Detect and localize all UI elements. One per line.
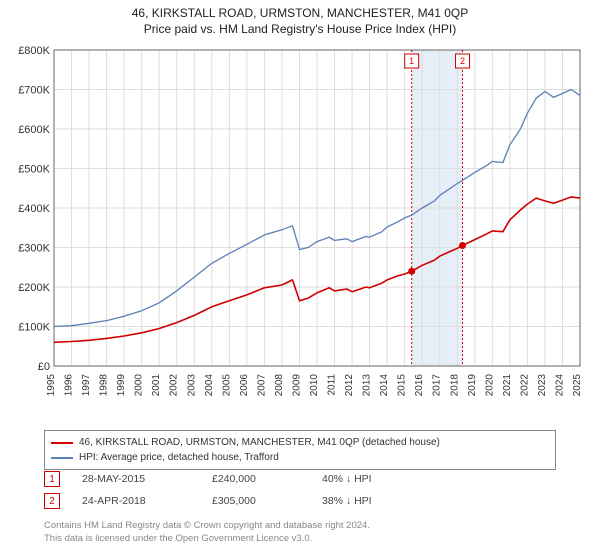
svg-text:2010: 2010 <box>309 374 320 397</box>
svg-text:2007: 2007 <box>256 374 267 397</box>
marker-row-2: 2 24-APR-2018 £305,000 38% ↓ HPI <box>44 490 556 512</box>
legend-label-price: 46, KIRKSTALL ROAD, URMSTON, MANCHESTER,… <box>79 435 440 450</box>
marker-date-2: 24-APR-2018 <box>82 495 192 507</box>
svg-text:1998: 1998 <box>99 374 110 397</box>
svg-text:£0: £0 <box>38 361 50 373</box>
svg-text:2017: 2017 <box>432 374 443 397</box>
title-subtitle: Price paid vs. HM Land Registry's House … <box>0 22 600 36</box>
svg-text:£600K: £600K <box>18 124 50 136</box>
svg-text:1995: 1995 <box>46 374 57 397</box>
marker-box-2: 2 <box>44 493 62 509</box>
legend-row-price: 46, KIRKSTALL ROAD, URMSTON, MANCHESTER,… <box>51 435 549 450</box>
svg-text:1996: 1996 <box>64 374 75 397</box>
marker-row-1: 1 28-MAY-2015 £240,000 40% ↓ HPI <box>44 468 556 490</box>
legend-row-hpi: HPI: Average price, detached house, Traf… <box>51 450 549 465</box>
svg-text:2023: 2023 <box>537 374 548 397</box>
marker-delta-2: 38% ↓ HPI <box>322 495 422 507</box>
svg-text:2015: 2015 <box>397 374 408 397</box>
svg-text:2006: 2006 <box>239 374 250 397</box>
svg-text:1999: 1999 <box>116 374 127 397</box>
footer: Contains HM Land Registry data © Crown c… <box>44 520 556 546</box>
svg-text:2005: 2005 <box>221 374 232 397</box>
svg-text:2018: 2018 <box>449 374 460 397</box>
svg-text:£500K: £500K <box>18 164 50 176</box>
svg-text:2000: 2000 <box>134 374 145 397</box>
title-area: 46, KIRKSTALL ROAD, URMSTON, MANCHESTER,… <box>0 0 600 36</box>
marker-price-2: £305,000 <box>212 495 302 507</box>
svg-text:1: 1 <box>409 56 414 66</box>
svg-text:2002: 2002 <box>169 374 180 397</box>
svg-text:2020: 2020 <box>484 374 495 397</box>
svg-text:2022: 2022 <box>519 374 530 397</box>
svg-text:2021: 2021 <box>502 374 513 397</box>
marker-num-2: 2 <box>49 496 55 507</box>
chart-area: £0 £100K £200K £300K £400K £500K £600K £700K £80… <box>10 44 590 424</box>
svg-text:£200K: £200K <box>18 282 50 294</box>
svg-text:2001: 2001 <box>151 374 162 397</box>
title-address: 46, KIRKSTALL ROAD, URMSTON, MANCHESTER,… <box>0 6 600 20</box>
svg-text:£700K: £700K <box>18 85 50 97</box>
svg-text:2019: 2019 <box>467 374 478 397</box>
marker-price-1: £240,000 <box>212 473 302 485</box>
svg-text:2025: 2025 <box>572 374 583 397</box>
footer-line2: This data is licensed under the Open Gov… <box>44 533 556 546</box>
svg-text:2024: 2024 <box>554 374 565 397</box>
marker-delta-1: 40% ↓ HPI <box>322 473 422 485</box>
footer-line1: Contains HM Land Registry data © Crown c… <box>44 520 556 533</box>
svg-text:£400K: £400K <box>18 203 50 215</box>
chart-svg: £0 £100K £200K £300K £400K £500K £600K £700K £80… <box>10 44 590 424</box>
svg-text:2009: 2009 <box>291 374 302 397</box>
svg-text:2: 2 <box>460 56 465 66</box>
svg-text:2014: 2014 <box>379 374 390 397</box>
svg-text:£300K: £300K <box>18 243 50 255</box>
svg-text:2003: 2003 <box>186 374 197 397</box>
svg-text:2011: 2011 <box>327 374 338 396</box>
legend-swatch-price <box>51 442 73 444</box>
chart-container: 46, KIRKSTALL ROAD, URMSTON, MANCHESTER,… <box>0 0 600 560</box>
svg-text:2012: 2012 <box>344 374 355 397</box>
legend-label-hpi: HPI: Average price, detached house, Traf… <box>79 450 279 465</box>
legend-box: 46, KIRKSTALL ROAD, URMSTON, MANCHESTER,… <box>44 430 556 470</box>
marker-table: 1 28-MAY-2015 £240,000 40% ↓ HPI 2 24-AP… <box>44 468 556 512</box>
svg-text:2016: 2016 <box>414 374 425 397</box>
marker-num-1: 1 <box>49 474 55 485</box>
marker-date-1: 28-MAY-2015 <box>82 473 192 485</box>
svg-text:2008: 2008 <box>274 374 285 397</box>
marker-box-1: 1 <box>44 471 62 487</box>
svg-text:£800K: £800K <box>18 45 50 57</box>
svg-text:£100K: £100K <box>18 322 50 334</box>
legend-swatch-hpi <box>51 457 73 459</box>
svg-text:1997: 1997 <box>81 374 92 397</box>
svg-text:2013: 2013 <box>362 374 373 397</box>
svg-text:2004: 2004 <box>204 374 215 397</box>
